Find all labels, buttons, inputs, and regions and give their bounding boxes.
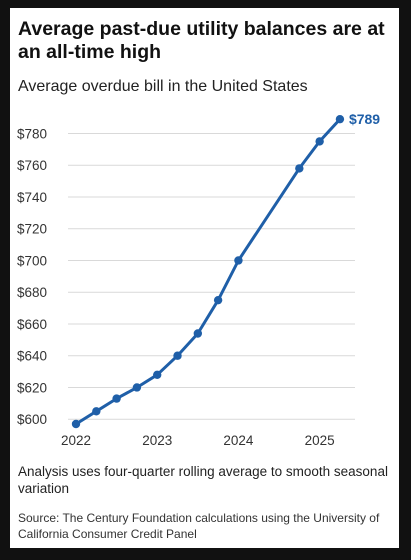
data-point <box>193 329 203 338</box>
x-tick-label: 2022 <box>61 433 91 448</box>
chart-card: Average past-due utility balances are at… <box>10 8 399 548</box>
line-chart: $600 $620 $640 $660 $680 $700 $720 $740 $760 $780… <box>17 111 380 448</box>
gridlines <box>68 132 355 420</box>
y-tick-label: $660 <box>17 317 47 332</box>
y-tick-label: $680 <box>17 285 47 300</box>
data-point <box>213 295 223 305</box>
y-tick-label: $780 <box>17 126 47 141</box>
data-point <box>173 351 182 360</box>
data-point <box>92 407 101 416</box>
y-tick-label: $700 <box>17 253 47 268</box>
y-tick-label: $600 <box>17 412 47 427</box>
y-axis-ticks: $600 $620 $640 $660 $680 $700 $720 $740 $760 $780 <box>17 126 47 427</box>
end-value-label: $789 <box>349 111 380 127</box>
chart-title: Average past-due utility balances are at… <box>18 18 385 63</box>
data-point <box>335 114 345 124</box>
data-point <box>112 394 121 403</box>
data-point <box>71 419 81 429</box>
y-tick-label: $740 <box>17 190 47 205</box>
y-tick-label: $620 <box>17 380 47 395</box>
y-tick-label: $720 <box>17 222 47 237</box>
data-point <box>132 383 142 392</box>
chart-subtitle: Average overdue bill in the United State… <box>18 78 308 95</box>
x-tick-label: 2024 <box>223 433 254 448</box>
data-point <box>315 137 324 146</box>
x-axis-ticks: 2022 2023 2024 2025 <box>61 433 335 448</box>
chart-source: Source: The Century Foundation calculati… <box>18 511 380 541</box>
chart-note: Analysis uses four-quarter rolling avera… <box>18 464 388 496</box>
series-layer <box>71 114 345 429</box>
data-point <box>153 370 162 379</box>
x-tick-label: 2025 <box>305 433 335 448</box>
data-point <box>234 256 243 265</box>
y-tick-label: $640 <box>17 349 47 364</box>
data-labels: $789 <box>349 111 380 127</box>
x-tick-label: 2023 <box>142 433 172 448</box>
y-tick-label: $760 <box>17 158 47 173</box>
data-point <box>295 164 304 173</box>
